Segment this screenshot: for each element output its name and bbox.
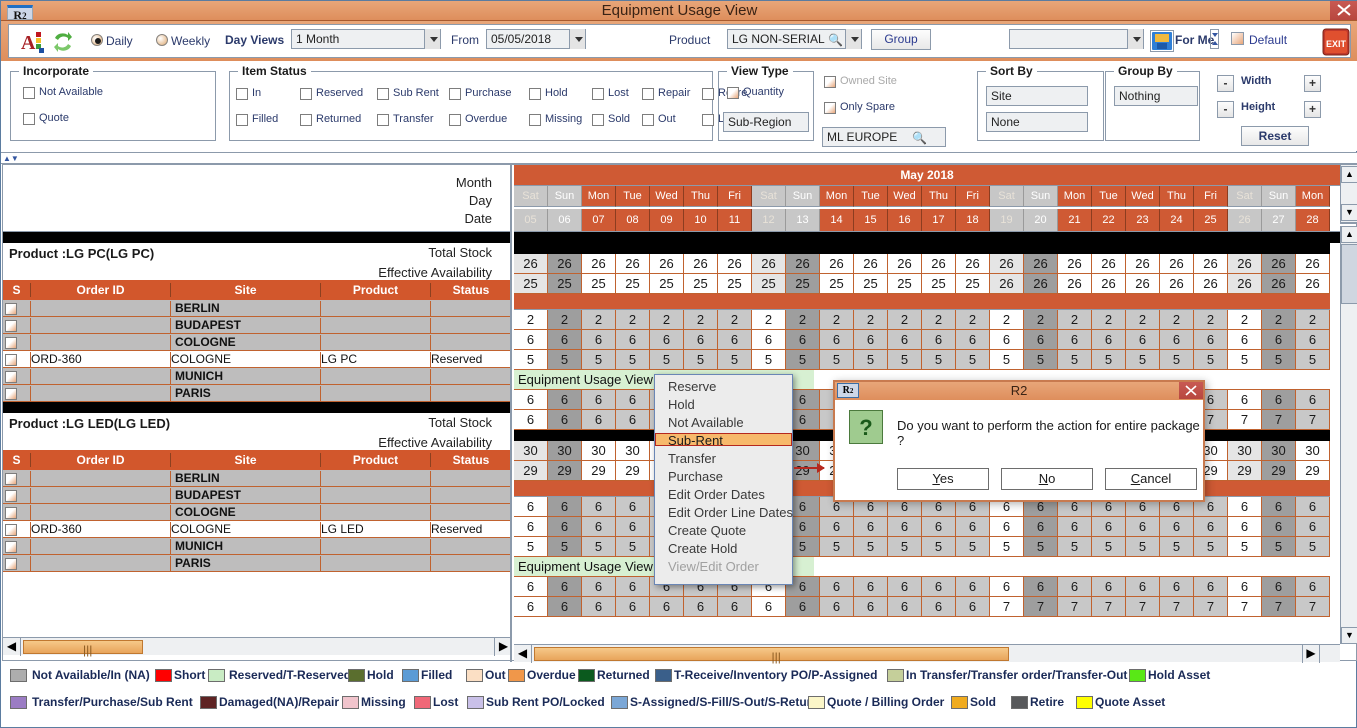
svg-text:EXIT: EXIT: [1326, 39, 1347, 49]
svg-text:A: A: [21, 32, 36, 54]
